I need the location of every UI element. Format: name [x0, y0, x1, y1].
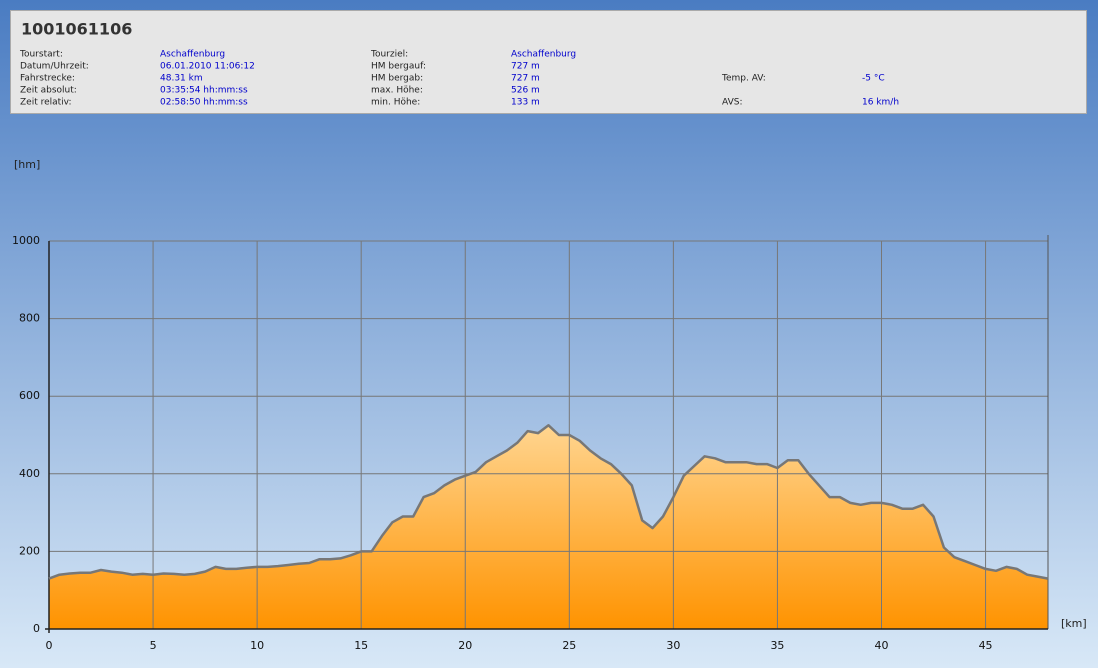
x-tick-label: 25: [562, 639, 576, 652]
x-tick-label: 20: [458, 639, 472, 652]
y-axis-label: [hm]: [14, 158, 40, 171]
field-label: Fahrstrecke:: [20, 74, 75, 84]
y-tick-label: 200: [19, 544, 40, 557]
field-value: Aschaffenburg: [511, 50, 576, 60]
field-value: 526 m: [511, 86, 540, 96]
field-value: 03:35:54 hh:mm:ss: [160, 86, 248, 96]
y-tick-label: 800: [19, 312, 40, 325]
field-label: HM bergauf:: [371, 62, 426, 72]
x-tick-label: 10: [250, 639, 264, 652]
field-label: HM bergab:: [371, 74, 423, 84]
x-axis-label: [km]: [1061, 617, 1087, 630]
x-tick-label: 30: [666, 639, 680, 652]
elevation-line: [48, 424, 1049, 580]
field-value: 06.01.2010 11:06:12: [160, 62, 255, 72]
field-value: 02:58:50 hh:mm:ss: [160, 98, 248, 108]
field-value: 727 m: [511, 74, 540, 84]
x-tick-label: 15: [354, 639, 368, 652]
field-value: Aschaffenburg: [160, 50, 225, 60]
x-tick-label: 5: [150, 639, 157, 652]
field-label: Temp. AV:: [721, 74, 766, 84]
x-tick-label: 35: [770, 639, 784, 652]
y-tick-label: 1000: [12, 234, 40, 247]
y-tick-label: 0: [33, 622, 40, 635]
field-label: min. Höhe:: [371, 98, 420, 108]
field-value: -5 °C: [862, 74, 885, 84]
field-label: Zeit absolut:: [20, 86, 77, 96]
x-tick-label: 40: [875, 639, 889, 652]
area-fill: [49, 425, 1048, 629]
field-value: 16 km/h: [862, 98, 899, 108]
y-tick-label: 600: [19, 389, 40, 402]
field-label: Tourstart:: [19, 50, 63, 60]
field-label: Zeit relativ:: [20, 98, 72, 108]
field-label: max. Höhe:: [371, 86, 423, 96]
x-tick-label: 0: [46, 639, 53, 652]
plot: 0 200 400 600 800 1000 0 5 10 15 20 25 30 35 40 45: [12, 234, 1049, 652]
field-label: Tourziel:: [370, 50, 408, 60]
info-panel: [10, 10, 1087, 114]
field-label: Datum/Uhrzeit:: [20, 62, 89, 72]
field-label: AVS:: [722, 98, 742, 108]
field-value: 48.31 km: [160, 74, 203, 84]
tour-title: 1001061106: [21, 20, 132, 39]
y-tick-label: 400: [19, 467, 40, 480]
field-value: 133 m: [511, 98, 540, 108]
x-tick-label: 45: [979, 639, 993, 652]
field-value: 727 m: [511, 62, 540, 72]
